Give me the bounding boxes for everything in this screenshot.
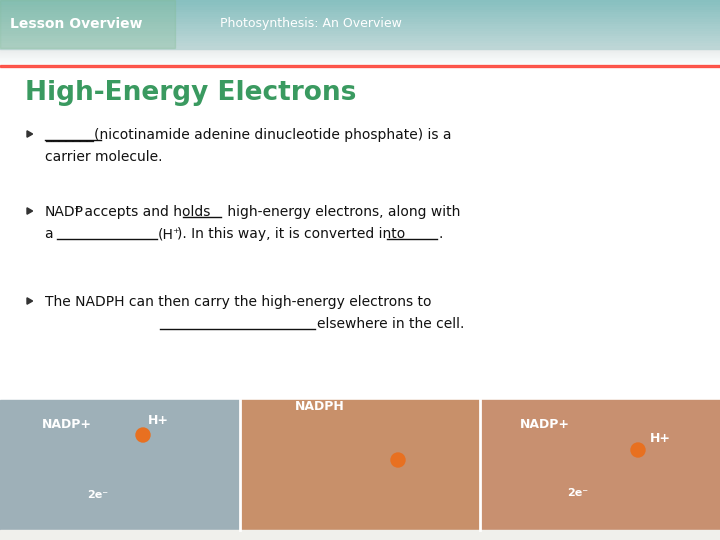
- Text: ⁺: ⁺: [73, 205, 80, 218]
- Bar: [0, 26, 720, 29]
- Text: NADP+: NADP+: [520, 418, 570, 431]
- Bar: [0, 48, 720, 50]
- Bar: [0, 60, 720, 62]
- Bar: [0, 58, 720, 59]
- Bar: [0, 45, 720, 49]
- Bar: [0, 0, 720, 3]
- Text: NADP+: NADP+: [42, 418, 92, 431]
- Bar: [0, 2, 720, 5]
- Bar: [0, 48, 720, 400]
- Polygon shape: [27, 131, 32, 137]
- Text: _______(nicotinamide adenine dinucleotide phosphate) is a: _______(nicotinamide adenine dinucleotid…: [45, 128, 451, 142]
- Text: 2e⁻: 2e⁻: [567, 488, 588, 498]
- Text: H+: H+: [650, 432, 671, 445]
- Bar: [0, 36, 720, 39]
- Bar: [0, 15, 720, 17]
- Bar: [0, 61, 720, 63]
- Text: a: a: [45, 227, 58, 241]
- Bar: [0, 54, 720, 56]
- Bar: [0, 10, 720, 12]
- Bar: [0, 31, 720, 34]
- Bar: [0, 50, 720, 52]
- Text: H+: H+: [148, 414, 169, 427]
- Bar: [0, 29, 720, 32]
- Bar: [480, 400, 720, 540]
- Bar: [0, 24, 720, 27]
- Text: high-energy electrons, along with: high-energy electrons, along with: [223, 205, 460, 219]
- Text: ⁺: ⁺: [172, 227, 179, 240]
- Text: NADP: NADP: [45, 205, 84, 219]
- Bar: [0, 49, 720, 51]
- Text: Photosynthesis: An Overview: Photosynthesis: An Overview: [220, 17, 402, 30]
- Text: Lesson Overview: Lesson Overview: [10, 17, 143, 31]
- Text: High-Energy Electrons: High-Energy Electrons: [25, 80, 356, 106]
- Bar: [0, 33, 720, 37]
- Bar: [0, 43, 720, 46]
- Bar: [0, 52, 720, 53]
- Polygon shape: [27, 298, 32, 304]
- Bar: [0, 38, 720, 41]
- Bar: [0, 22, 720, 24]
- Circle shape: [391, 453, 405, 467]
- Bar: [0, 400, 240, 540]
- Bar: [0, 0, 175, 48]
- Bar: [0, 55, 720, 57]
- Text: NADPH: NADPH: [295, 400, 345, 413]
- Text: carrier molecule.: carrier molecule.: [45, 150, 163, 164]
- Bar: [0, 59, 720, 60]
- Bar: [0, 530, 720, 540]
- Bar: [0, 7, 720, 10]
- Text: accepts and holds: accepts and holds: [80, 205, 215, 219]
- Polygon shape: [27, 208, 32, 214]
- Bar: [0, 19, 720, 22]
- Bar: [0, 17, 720, 19]
- Text: .: .: [438, 227, 442, 241]
- Text: ). In this way, it is converted into: ). In this way, it is converted into: [177, 227, 410, 241]
- Circle shape: [136, 428, 150, 442]
- Text: The NADPH can then carry the high-energy electrons to: The NADPH can then carry the high-energy…: [45, 295, 431, 309]
- Text: (H: (H: [158, 227, 174, 241]
- Text: 2e⁻: 2e⁻: [87, 490, 109, 500]
- Bar: [0, 64, 720, 65]
- Bar: [0, 41, 720, 44]
- Bar: [0, 65, 720, 66]
- Bar: [0, 12, 720, 15]
- Circle shape: [631, 443, 645, 457]
- Bar: [0, 63, 720, 64]
- Bar: [240, 400, 480, 540]
- Bar: [0, 56, 720, 58]
- Bar: [0, 53, 720, 55]
- Text: elsewhere in the cell.: elsewhere in the cell.: [317, 317, 464, 331]
- Bar: [0, 5, 720, 8]
